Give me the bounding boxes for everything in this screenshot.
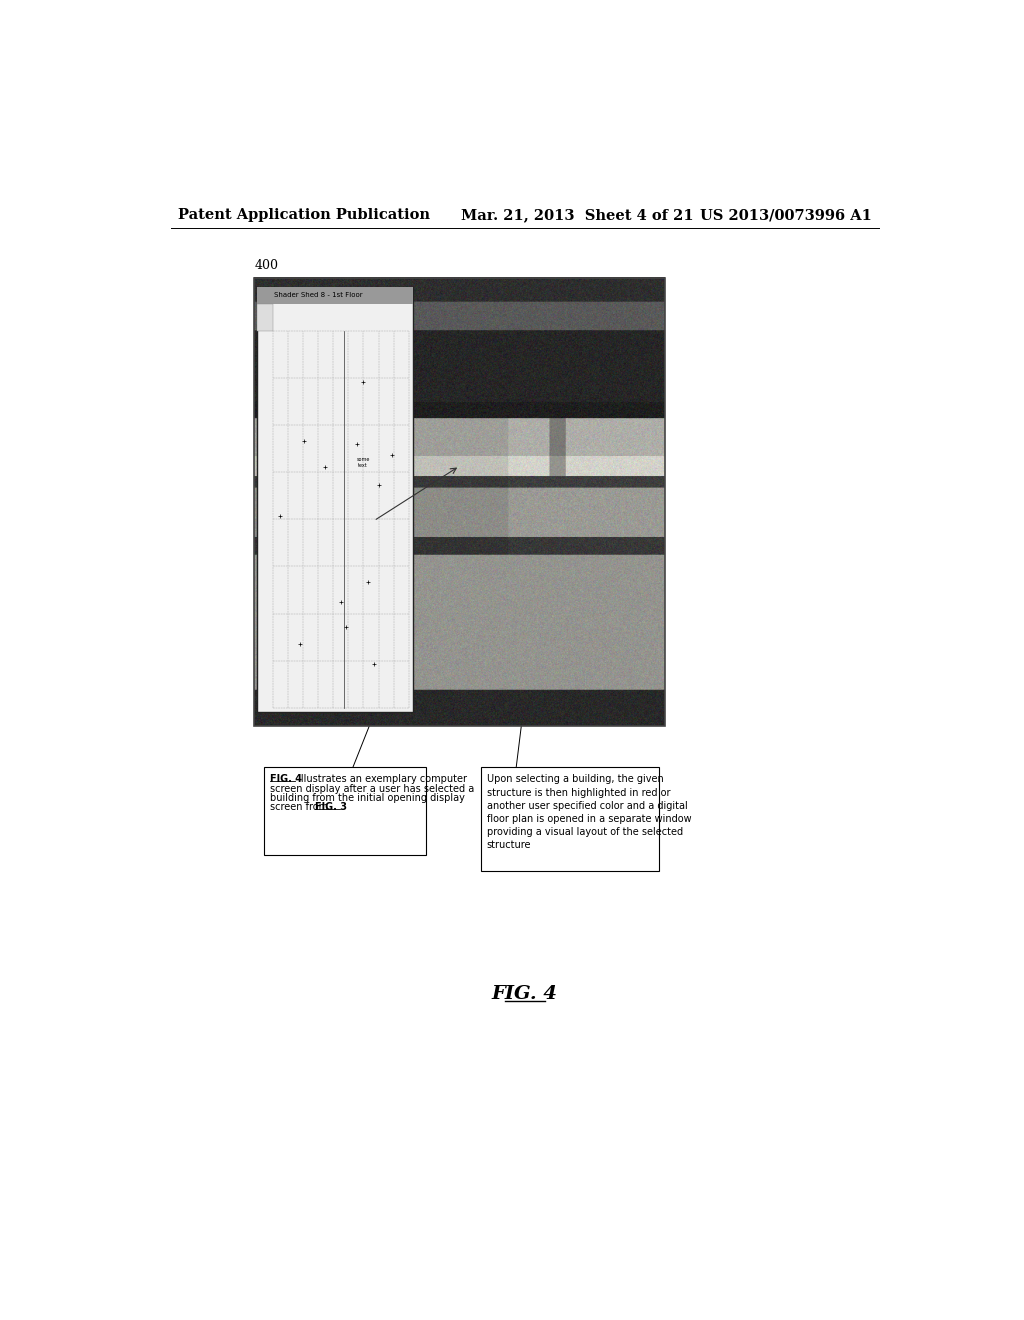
Bar bbox=[257, 304, 273, 330]
Text: some
text: some text bbox=[356, 457, 370, 469]
Text: Patent Application Publication: Patent Application Publication bbox=[178, 209, 430, 222]
Text: Shader Shed 8 - 1st Floor: Shader Shed 8 - 1st Floor bbox=[273, 292, 362, 298]
Bar bbox=[263, 767, 426, 855]
Bar bbox=[480, 767, 658, 871]
Text: Mar. 21, 2013  Sheet 4 of 21: Mar. 21, 2013 Sheet 4 of 21 bbox=[461, 209, 694, 222]
Text: 400: 400 bbox=[254, 259, 279, 272]
Text: illustrates an exemplary computer: illustrates an exemplary computer bbox=[295, 775, 467, 784]
Bar bbox=[257, 286, 413, 304]
Text: building from the initial opening display: building from the initial opening displa… bbox=[270, 793, 465, 803]
Text: screen from: screen from bbox=[270, 803, 331, 812]
Text: screen display after a user has selected a: screen display after a user has selected… bbox=[270, 784, 474, 793]
Text: FIG. 3: FIG. 3 bbox=[314, 803, 347, 812]
Bar bbox=[257, 286, 413, 713]
Bar bbox=[254, 277, 665, 726]
Text: US 2013/0073996 A1: US 2013/0073996 A1 bbox=[700, 209, 872, 222]
Text: Upon selecting a building, the given
structure is then highlighted in red or
ano: Upon selecting a building, the given str… bbox=[486, 775, 691, 850]
Text: FIG. 4: FIG. 4 bbox=[492, 985, 558, 1003]
Text: FIG. 4: FIG. 4 bbox=[270, 775, 302, 784]
